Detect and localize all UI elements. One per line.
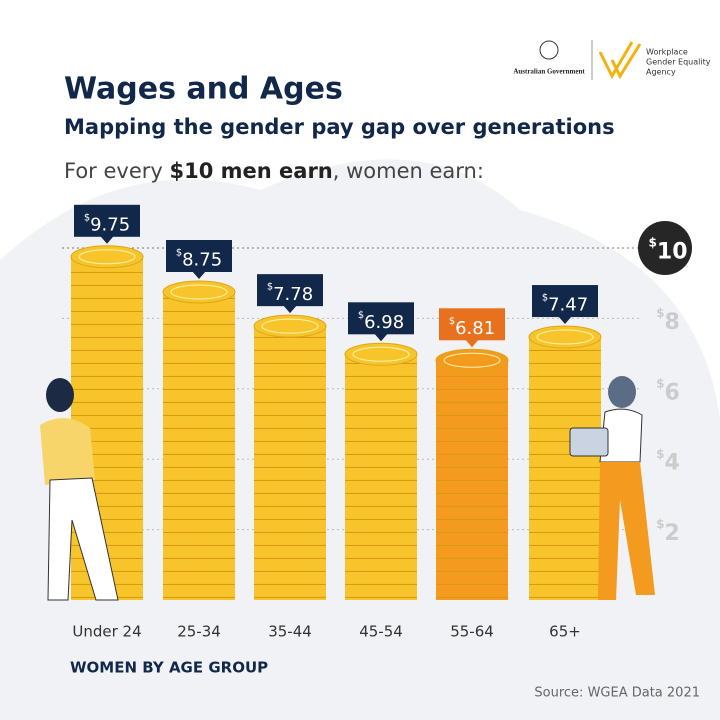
figures — [40, 376, 655, 601]
y-tick-label: $6 — [656, 376, 680, 405]
intro-text: For every — [64, 159, 170, 183]
coin-face — [536, 329, 594, 345]
coin-top — [162, 280, 236, 304]
logo-text: Australian Government — [513, 68, 585, 76]
chart-title: Wages and Ages — [64, 72, 343, 107]
value-label-pointer — [192, 271, 206, 279]
woman-trousers — [47, 477, 119, 601]
x-tick-label: 65+ — [549, 623, 581, 641]
crest — [539, 40, 559, 60]
coin-top — [435, 348, 509, 372]
value-label: $6.81 — [449, 316, 495, 339]
value-label-box — [532, 285, 598, 318]
value-label-pointer — [100, 235, 114, 244]
logo-text: Gender Equality — [646, 58, 711, 67]
woman-hair — [46, 378, 74, 412]
coin-face — [170, 284, 228, 300]
intro-bold: $10 men earn — [170, 159, 333, 183]
coin-top — [528, 325, 602, 349]
intro-text: , women earn: — [333, 159, 484, 183]
coin-face — [78, 249, 136, 265]
x-tick-label: 35-44 — [268, 623, 312, 641]
value-label-box — [74, 204, 140, 237]
value-label: $7.47 — [542, 293, 588, 316]
x-tick-label: 45-54 — [359, 623, 403, 641]
tick-badge — [638, 221, 692, 275]
coin-top — [253, 314, 327, 338]
x-tick-label: 55-64 — [450, 623, 494, 641]
y-tick-label: $10 — [648, 235, 687, 264]
agency-mark — [598, 41, 642, 80]
intro: For every $10 men earn, women earn: — [64, 159, 484, 183]
chart-subtitle: Mapping the gender pay gap over generati… — [64, 115, 615, 139]
woman-trousers — [598, 462, 655, 600]
x-axis-title: WOMEN BY AGE GROUP — [70, 659, 268, 677]
value-label-box — [348, 302, 414, 335]
coin-top — [70, 245, 144, 269]
x-tick-label: Under 24 — [72, 623, 141, 641]
coin-edges — [163, 292, 235, 600]
coin-edges — [345, 354, 417, 600]
y-tick-label: $8 — [656, 305, 680, 334]
value-label-box — [257, 274, 323, 307]
woman-top — [599, 408, 643, 463]
y-tick-label: $2 — [656, 517, 680, 546]
value-label: $8.75 — [176, 248, 222, 271]
coin-edges — [254, 326, 326, 600]
value-label: $9.75 — [84, 212, 130, 235]
logo-text: Agency — [646, 68, 676, 77]
coin-edges — [529, 337, 601, 600]
coin-face — [443, 352, 501, 368]
source: Source: WGEA Data 2021 — [534, 686, 700, 701]
x-tick-label: 25-34 — [177, 623, 221, 641]
value-label-box — [166, 240, 232, 272]
value-label-pointer — [558, 316, 572, 325]
value-label-box — [439, 308, 505, 341]
tablet — [569, 427, 609, 457]
logo-text: Workplace — [646, 48, 688, 57]
coin-edges — [436, 360, 508, 600]
grid: $2 $4 $6 $8 $10 — [62, 221, 692, 546]
logos: Australian Government Workplace Gender E… — [513, 40, 711, 80]
woman-hair — [608, 376, 636, 408]
coin-face — [261, 318, 319, 334]
y-tick-label: $4 — [656, 446, 680, 475]
value-label: $6.98 — [358, 310, 404, 333]
value-label-pointer — [465, 339, 479, 348]
coin-top — [344, 342, 418, 366]
woman-top — [40, 418, 95, 485]
value-label-pointer — [374, 333, 388, 342]
coin-face — [352, 346, 410, 362]
value-label: $7.78 — [267, 282, 313, 305]
value-label-pointer — [283, 305, 297, 314]
